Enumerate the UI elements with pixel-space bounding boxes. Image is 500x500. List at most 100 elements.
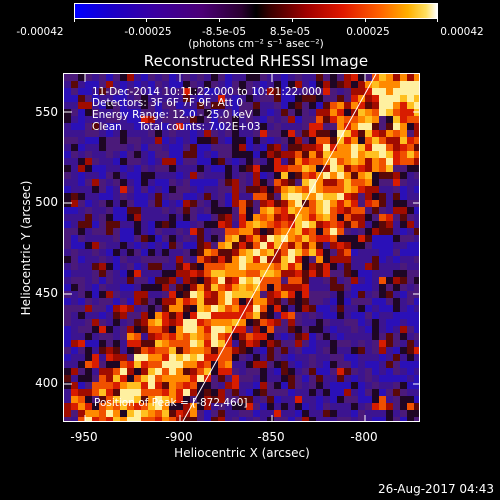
map-pixel (330, 109, 337, 116)
map-pixel (386, 319, 393, 326)
map-pixel (295, 151, 302, 158)
map-pixel (246, 221, 253, 228)
map-pixel (351, 102, 358, 109)
map-pixel (183, 95, 190, 102)
map-pixel (414, 235, 419, 242)
map-pixel (113, 144, 120, 151)
map-pixel (134, 249, 141, 256)
map-pixel (344, 417, 351, 421)
map-pixel (120, 228, 127, 235)
map-pixel (162, 109, 169, 116)
map-pixel (372, 228, 379, 235)
map-pixel (274, 95, 281, 102)
map-pixel (134, 333, 141, 340)
map-pixel (330, 333, 337, 340)
map-pixel (365, 200, 372, 207)
map-pixel (197, 284, 204, 291)
map-pixel (337, 389, 344, 396)
map-pixel (274, 235, 281, 242)
map-pixel (204, 298, 211, 305)
map-pixel (183, 284, 190, 291)
map-pixel (316, 403, 323, 410)
map-pixel (113, 186, 120, 193)
map-pixel (71, 228, 78, 235)
map-pixel (246, 403, 253, 410)
map-pixel (407, 291, 414, 298)
map-pixel (239, 396, 246, 403)
map-pixel (78, 326, 85, 333)
map-pixel (99, 179, 106, 186)
map-pixel (267, 403, 274, 410)
map-pixel (393, 389, 400, 396)
annotation-line: Detectors: 3F 6F 7F 9F, Att 0 (92, 97, 243, 109)
map-pixel (323, 375, 330, 382)
map-pixel (141, 312, 148, 319)
map-pixel (148, 214, 155, 221)
map-pixel (358, 291, 365, 298)
map-pixel (260, 109, 267, 116)
map-pixel (127, 186, 134, 193)
map-pixel (218, 347, 225, 354)
map-pixel (211, 256, 218, 263)
map-pixel (260, 172, 267, 179)
map-pixel (400, 410, 407, 417)
map-pixel (267, 284, 274, 291)
map-pixel (141, 291, 148, 298)
map-pixel (78, 277, 85, 284)
map-pixel (281, 382, 288, 389)
map-pixel (120, 354, 127, 361)
map-pixel (120, 242, 127, 249)
map-pixel (372, 284, 379, 291)
map-pixel (71, 340, 78, 347)
map-pixel (197, 319, 204, 326)
map-pixel (407, 235, 414, 242)
map-pixel (204, 263, 211, 270)
map-pixel (337, 410, 344, 417)
map-pixel (246, 116, 253, 123)
map-pixel (148, 109, 155, 116)
map-pixel (211, 326, 218, 333)
map-pixel (134, 179, 141, 186)
map-pixel (253, 74, 260, 81)
colorbar-tick (292, 18, 293, 22)
map-pixel (414, 361, 419, 368)
map-pixel (414, 410, 419, 417)
map-pixel (337, 263, 344, 270)
map-pixel (393, 291, 400, 298)
map-pixel (246, 74, 253, 81)
map-pixel (211, 270, 218, 277)
map-pixel (274, 326, 281, 333)
map-pixel (225, 214, 232, 221)
map-pixel (239, 172, 246, 179)
map-pixel (323, 389, 330, 396)
map-pixel (204, 102, 211, 109)
map-pixel (337, 340, 344, 347)
map-pixel (365, 88, 372, 95)
map-pixel (113, 123, 120, 130)
map-pixel (239, 74, 246, 81)
map-pixel (239, 228, 246, 235)
map-pixel (330, 81, 337, 88)
map-pixel (414, 116, 419, 123)
map-pixel (351, 235, 358, 242)
map-pixel (78, 88, 85, 95)
map-pixel (162, 277, 169, 284)
map-pixel (337, 165, 344, 172)
map-pixel (400, 270, 407, 277)
map-pixel (183, 396, 190, 403)
map-pixel (225, 319, 232, 326)
map-pixel (351, 165, 358, 172)
map-pixel (316, 277, 323, 284)
map-pixel (162, 326, 169, 333)
map-pixel (190, 235, 197, 242)
color-bar (74, 3, 438, 19)
map-pixel (302, 214, 309, 221)
map-pixel (323, 172, 330, 179)
map-pixel (344, 368, 351, 375)
map-pixel (274, 228, 281, 235)
map-pixel (197, 382, 204, 389)
map-pixel (106, 277, 113, 284)
map-pixel (162, 319, 169, 326)
map-pixel (190, 88, 197, 95)
map-pixel (281, 354, 288, 361)
